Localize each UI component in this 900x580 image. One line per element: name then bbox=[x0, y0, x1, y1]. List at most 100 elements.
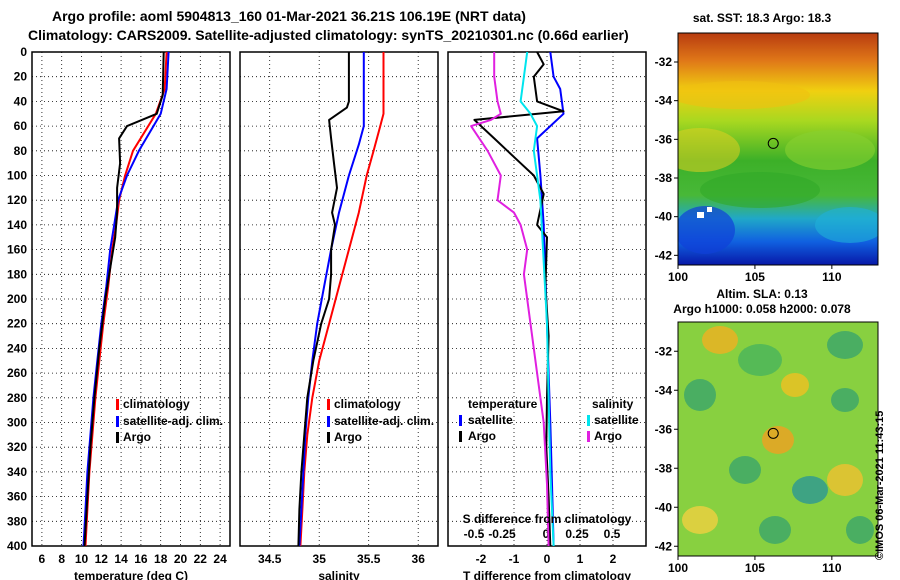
sla-eddy bbox=[684, 379, 716, 411]
legend-swatch-climatology bbox=[327, 399, 330, 410]
map-y-tick-label: -40 bbox=[655, 500, 673, 514]
y-tick-label: 300 bbox=[7, 416, 27, 430]
sst-map-ticks: 100 105 110 -32 -34 -36 -38 -40 -42 bbox=[655, 55, 842, 284]
sla-eddy bbox=[729, 456, 761, 484]
profile-lines bbox=[82, 51, 565, 547]
series-line-salinity-satellite bbox=[519, 51, 555, 547]
sla-map-frame bbox=[677, 321, 879, 557]
legend-label-sal-satellite: satellite bbox=[594, 413, 639, 427]
y-tick-label: 80 bbox=[14, 144, 28, 158]
sla-eddy bbox=[827, 331, 863, 359]
sla-argo-marker bbox=[767, 427, 779, 439]
map-x-tick-label: 110 bbox=[822, 561, 842, 575]
x-tick-label: 20 bbox=[174, 552, 188, 566]
credit-text: ©IMOS 06-Mar-2021 11:43:15 bbox=[874, 410, 886, 560]
map-y-tick-label: -42 bbox=[655, 539, 673, 553]
sst-patch bbox=[678, 81, 810, 109]
temperature-legend: climatology satellite-adj. clim. Argo bbox=[116, 397, 223, 444]
sla-eddy bbox=[792, 476, 828, 504]
x-top-tick-label: -0.5 bbox=[464, 527, 485, 541]
x-tick-label: -2 bbox=[476, 552, 487, 566]
x-tick-label: 1 bbox=[577, 552, 584, 566]
y-tick-label: 60 bbox=[14, 119, 28, 133]
legend-swatch-argo bbox=[116, 432, 119, 443]
series-line-satellite-adj-clim- bbox=[298, 52, 365, 547]
sla-map-title-2: Argo h1000: 0.058 h2000: 0.078 bbox=[673, 302, 851, 316]
sla-eddy bbox=[762, 426, 794, 454]
grid-layer bbox=[32, 51, 646, 547]
x-tick-label: 0 bbox=[544, 552, 551, 566]
x-tick-label: 35 bbox=[313, 552, 327, 566]
x-tick-label: -1 bbox=[509, 552, 520, 566]
legend-swatch-temp-argo bbox=[459, 431, 462, 442]
map-y-tick-label: -36 bbox=[655, 132, 673, 146]
legend-swatch-satellite bbox=[327, 416, 330, 427]
y-tick-label: 0 bbox=[20, 45, 27, 59]
map-x-tick-label: 100 bbox=[668, 561, 688, 575]
sla-eddy bbox=[827, 464, 863, 496]
x-top-tick-label: -0.25 bbox=[488, 527, 516, 541]
legend-swatch-sal-argo bbox=[587, 431, 590, 442]
series-line-argo bbox=[83, 51, 165, 547]
sst-missing-pixel bbox=[697, 212, 704, 218]
map-y-tick-label: -42 bbox=[655, 248, 673, 262]
x-tick-label: 2 bbox=[610, 552, 617, 566]
series-line-argo bbox=[297, 52, 350, 547]
sst-patch bbox=[700, 172, 820, 208]
sla-eddy bbox=[846, 516, 874, 544]
salinity-legend: climatology satellite-adj. clim. Argo bbox=[327, 397, 434, 444]
title-line-1: Argo profile: aoml 5904813_160 01-Mar-20… bbox=[52, 8, 526, 24]
y-tick-label: 180 bbox=[7, 267, 27, 281]
y-tick-label: 400 bbox=[7, 539, 27, 553]
y-tick-label: 380 bbox=[7, 514, 27, 528]
sst-patch bbox=[678, 128, 740, 172]
sst-patch bbox=[785, 130, 875, 170]
x-tick-label: 16 bbox=[134, 552, 148, 566]
legend-swatch-satellite bbox=[116, 416, 119, 427]
map-y-tick-label: -32 bbox=[655, 344, 673, 358]
x-top-tick-label: 0.5 bbox=[604, 527, 621, 541]
sst-missing-pixel bbox=[707, 207, 712, 212]
map-y-tick-label: -36 bbox=[655, 422, 673, 436]
x-tick-label: 6 bbox=[39, 552, 46, 566]
sst-map-image bbox=[678, 33, 878, 265]
y-tick-label: 340 bbox=[7, 465, 27, 479]
sst-patch bbox=[815, 207, 878, 243]
x-top-tick-label: 0 bbox=[543, 527, 550, 541]
y-tick-label: 360 bbox=[7, 490, 27, 504]
legend-label-sal-argo: Argo bbox=[594, 429, 622, 443]
tick-labels: 6 8 10 12 14 16 18 20 22 240204060801001201401601… bbox=[7, 45, 621, 566]
x-tick-label: 10 bbox=[75, 552, 89, 566]
legend-header-temperature: temperature bbox=[468, 397, 538, 411]
sla-eddy bbox=[831, 388, 859, 412]
legend-label-temp-argo: Argo bbox=[468, 429, 496, 443]
sst-argo-marker bbox=[767, 137, 779, 149]
map-y-tick-label: -38 bbox=[655, 461, 673, 475]
x-top-tick-label: 0.25 bbox=[565, 527, 589, 541]
map-x-tick-label: 100 bbox=[668, 270, 688, 284]
y-tick-label: 280 bbox=[7, 391, 27, 405]
difference-legend: temperature salinity satellite Argo sate… bbox=[459, 397, 639, 443]
y-tick-label: 120 bbox=[7, 193, 27, 207]
difference-xlabel: T difference from climatology bbox=[463, 569, 631, 580]
series-line-temperature-argo bbox=[473, 51, 565, 547]
legend-label-temp-satellite: satellite bbox=[468, 413, 513, 427]
legend-label-climatology: climatology bbox=[334, 397, 401, 411]
legend-swatch-argo bbox=[327, 432, 330, 443]
map-x-tick-label: 105 bbox=[745, 561, 765, 575]
legend-label-satellite: satellite-adj. clim. bbox=[123, 414, 223, 428]
sla-eddy bbox=[682, 506, 718, 534]
y-tick-label: 200 bbox=[7, 292, 27, 306]
series-line-satellite-adj-clim- bbox=[82, 51, 170, 547]
series-line-salinity-argo bbox=[470, 52, 550, 547]
sla-eddy bbox=[738, 344, 782, 376]
sla-eddy bbox=[759, 516, 791, 544]
series-line-temperature-satellite bbox=[536, 51, 565, 547]
legend-label-argo: Argo bbox=[334, 430, 362, 444]
title-line-2: Climatology: CARS2009. Satellite-adjuste… bbox=[28, 27, 629, 43]
map-x-tick-label: 105 bbox=[745, 270, 765, 284]
legend-swatch-sal-satellite bbox=[587, 415, 590, 426]
map-y-tick-label: -32 bbox=[655, 55, 673, 69]
y-tick-label: 100 bbox=[7, 169, 27, 183]
